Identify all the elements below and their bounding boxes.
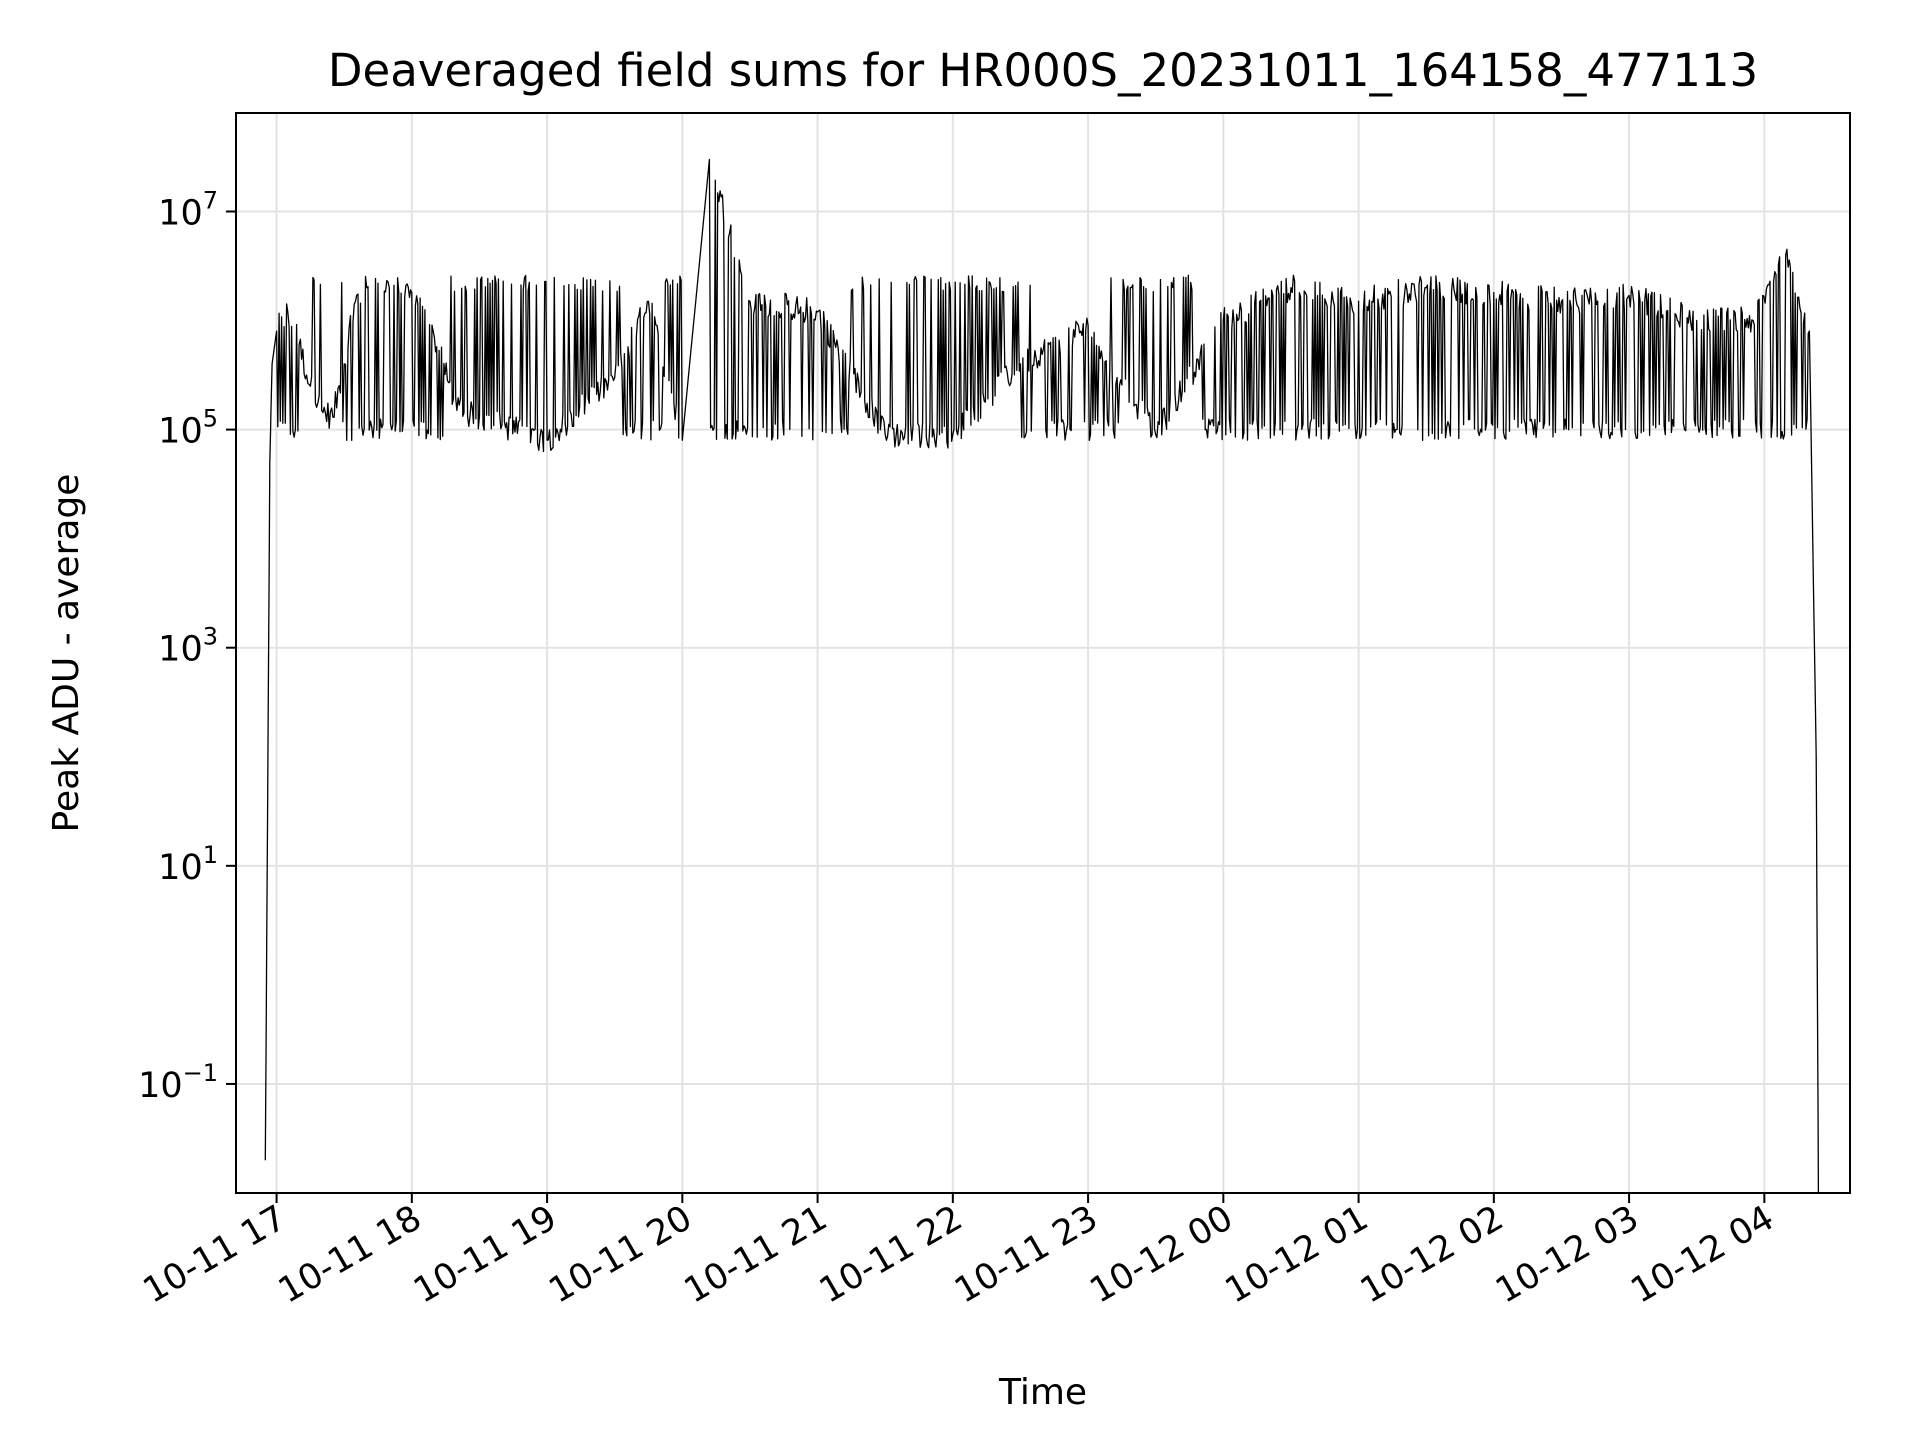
y-tick-label: 10−1 — [138, 1059, 218, 1106]
y-tick-label: 101 — [158, 841, 218, 888]
plot-series-group — [264, 158, 1820, 1193]
plot-frame — [235, 112, 1851, 1194]
x-axis-label: Time — [998, 1372, 1087, 1413]
y-axis: 10−1 101 103 105 107 — [138, 186, 236, 1106]
y-tick-label: 107 — [158, 186, 218, 233]
y-axis-label: Peak ADU - average — [46, 474, 87, 833]
chart-title: Deaveraged field sums for HR000S_2023101… — [328, 44, 1758, 97]
y-tick-label: 103 — [158, 623, 218, 670]
grid — [236, 113, 1850, 1193]
series-line-peak-adu — [264, 158, 1820, 1193]
y-tick-label: 105 — [158, 405, 218, 452]
